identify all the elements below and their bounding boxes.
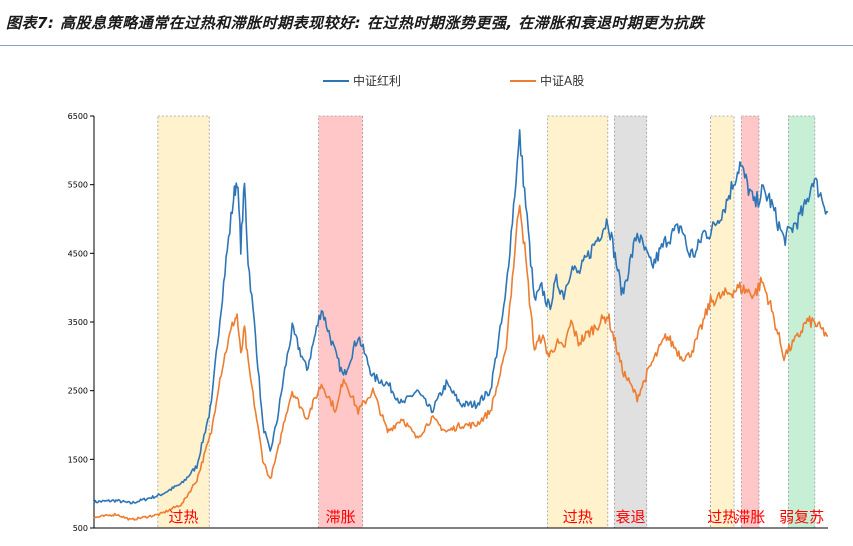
- regime-band-2: [547, 115, 609, 529]
- y-tick-label-4: 2500: [68, 387, 88, 396]
- y-tick-label-6: 500: [73, 524, 88, 533]
- y-tick-label-0: 6500: [68, 112, 88, 121]
- regime-band-4: [710, 115, 735, 529]
- legend-label-dividend: 中证红利: [353, 74, 402, 88]
- regime-band-5: [740, 115, 760, 529]
- series-lines: [93, 129, 829, 521]
- regime-band-3: [614, 115, 648, 529]
- legend-swatch-dividend: [323, 79, 349, 82]
- y-axis: 6500 5500 4500 3500 2500 1500 500: [68, 112, 828, 533]
- title-divider: [0, 45, 853, 46]
- chart-title: 图表7: 高股息策略通常在过热和滞胀时期表现较好: 在过热时期涨势更强, 在滞胀…: [6, 14, 705, 32]
- regime-label-6: 弱复苏: [779, 508, 824, 526]
- regime-label-3: 衰退: [616, 508, 646, 526]
- legend-item-dividend[interactable]: 中证红利: [323, 72, 401, 89]
- y-tick-label-3: 3500: [68, 318, 88, 327]
- y-tick-label-5: 1500: [68, 455, 88, 464]
- regime-bands: [157, 115, 816, 529]
- legend-swatch-ashare: [510, 79, 536, 82]
- series-line-1: [93, 204, 829, 521]
- legend-item-ashare[interactable]: 中证A股: [510, 72, 584, 89]
- regime-label-1: 滞胀: [326, 508, 356, 526]
- regime-label-4: 过热: [707, 508, 737, 526]
- series-line-0: [93, 129, 829, 505]
- regime-label-0: 过热: [169, 508, 199, 526]
- regime-label-5: 滞胀: [735, 508, 765, 526]
- legend-label-ashare: 中证A股: [540, 74, 585, 88]
- y-tick-label-2: 4500: [68, 249, 88, 258]
- y-tick-label-1: 5500: [68, 181, 88, 190]
- chart-legend: 中证红利 中证A股: [0, 72, 853, 90]
- regime-label-2: 过热: [563, 508, 593, 526]
